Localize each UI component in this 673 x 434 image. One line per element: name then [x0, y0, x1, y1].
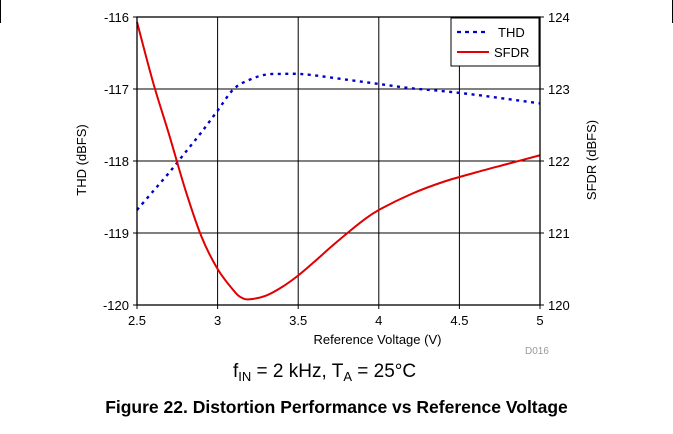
legend-thd-label: THD — [498, 25, 525, 40]
x-tick-label: 5 — [536, 313, 543, 328]
series-line-sfdr — [136, 21, 541, 301]
x-tick-label: 3 — [214, 313, 221, 328]
legend-box — [450, 17, 540, 67]
y-tick-label-left: -120 — [103, 298, 129, 313]
figure-caption: Figure 22. Distortion Performance vs Ref… — [105, 397, 568, 417]
y-tick-label-left: -118 — [104, 154, 129, 169]
plot-frame — [136, 16, 541, 306]
y-tick-label-left: -119 — [104, 226, 129, 241]
test-condition: fIN = 2 kHz, TA = 25°C — [233, 361, 416, 384]
ticks-layer: 2.5 3 3.5 4 4.5 5 -116 -117 -118 -119 -120 124 123 12… — [103, 10, 570, 328]
x-axis-label: Reference Voltage (V) — [314, 332, 442, 347]
legend: THD SFDR — [450, 17, 540, 67]
y-tick-label-left: -117 — [104, 82, 129, 97]
legend-sfdr-label: SFDR — [494, 45, 529, 60]
y-tick-label-right: 120 — [548, 298, 570, 313]
y-axis-label-right: SFDR (dBFS) — [584, 120, 599, 200]
y-axis-label-left: THD (dBFS) — [74, 124, 89, 196]
y-tick-label-right: 122 — [548, 154, 570, 169]
series-layer — [136, 21, 541, 301]
x-tick-label: 4 — [375, 313, 382, 328]
series-line-thd — [136, 72, 541, 211]
y-tick-label-right: 121 — [548, 226, 570, 241]
y-tick-label-right: 124 — [548, 10, 570, 25]
x-tick-label: 3.5 — [289, 313, 307, 328]
y-tick-label-left: -116 — [104, 10, 129, 25]
x-tick-label: 2.5 — [128, 313, 146, 328]
x-tick-label: 4.5 — [450, 313, 468, 328]
figure-code: D016 — [525, 346, 549, 357]
y-tick-label-right: 123 — [548, 82, 570, 97]
